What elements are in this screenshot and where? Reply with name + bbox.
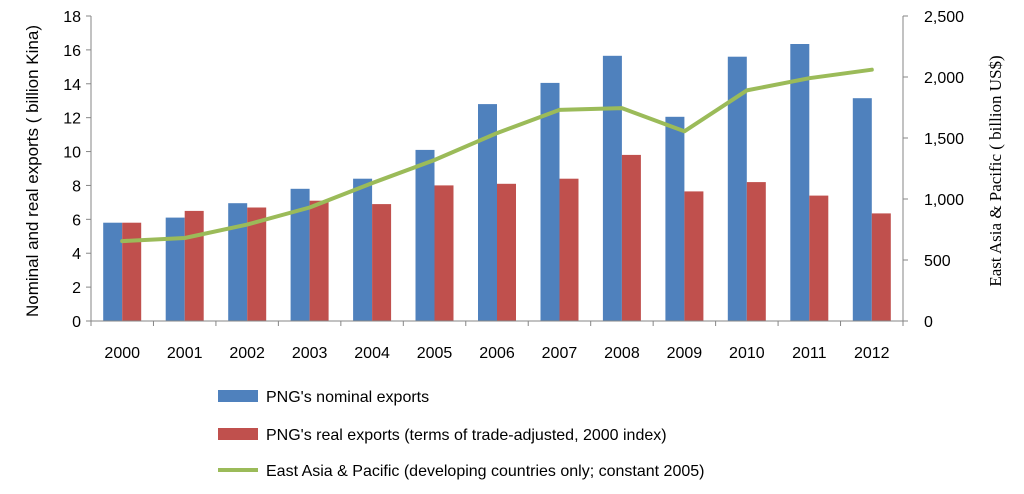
real-bar-2006 xyxy=(497,183,516,322)
legend: PNG's nominal exports PNG's real exports … xyxy=(218,389,704,480)
bar-layer xyxy=(103,44,891,322)
y-tick-label: 10 xyxy=(63,145,81,162)
y-tick-label: 18 xyxy=(63,9,81,26)
x-tick-label: 2004 xyxy=(354,345,390,362)
y2-tick-label: 500 xyxy=(924,253,951,270)
right-axis-ticks: 0 500 1,000 1,500 2,000 2,500 xyxy=(903,9,964,331)
legend-label: PNG's nominal exports xyxy=(266,389,429,406)
x-tick-label: 2000 xyxy=(104,345,140,362)
y-tick-label: 14 xyxy=(63,77,81,94)
nominal-bar-2008 xyxy=(602,55,622,322)
y-tick-label: 6 xyxy=(72,212,81,229)
real-bar-2002 xyxy=(247,207,267,321)
nominal-bar-2003 xyxy=(290,188,310,321)
y2-tick-label: 2,500 xyxy=(924,9,964,26)
y-tick-label: 8 xyxy=(72,178,81,195)
real-bar-2007 xyxy=(559,178,579,321)
y2-tick-label: 1,500 xyxy=(924,131,964,148)
y-tick-label: 4 xyxy=(72,246,81,263)
nominal-bar-2002 xyxy=(228,203,248,321)
nominal-bar-2004 xyxy=(353,178,373,321)
legend-label: PNG's real exports (terms of trade-adjus… xyxy=(266,427,667,444)
y-tick-label: 16 xyxy=(63,43,81,60)
nominal-bar-2000 xyxy=(103,222,123,321)
x-tick-label: 2010 xyxy=(729,345,765,362)
east-asia-pacific-line xyxy=(120,67,874,244)
x-tick-label: 2003 xyxy=(292,345,328,362)
real-bar-2009 xyxy=(684,191,704,321)
real-bar-2010 xyxy=(746,182,766,321)
x-tick-label: 2002 xyxy=(229,345,265,362)
y2-axis-label: East Asia & Pacific ( billion US$) xyxy=(986,55,1005,286)
real-bar-2008 xyxy=(621,154,641,321)
real-bar-2005 xyxy=(434,185,454,321)
y-tick-label: 12 xyxy=(63,111,81,128)
nominal-bar-2007 xyxy=(540,82,560,322)
legend-label: East Asia & Pacific (developing countrie… xyxy=(266,463,704,480)
nominal-bar-2005 xyxy=(415,149,435,321)
x-tick-label: 2007 xyxy=(542,345,578,362)
x-tick-label: 2011 xyxy=(792,345,827,362)
nominal-bar-2009 xyxy=(665,116,685,321)
axes-layer xyxy=(90,16,904,322)
legend-swatch xyxy=(218,390,258,402)
x-tick-label: 2008 xyxy=(604,345,640,362)
real-bar-2003 xyxy=(309,200,329,321)
y-tick-label: 2 xyxy=(72,280,81,297)
real-bar-2012 xyxy=(871,213,891,321)
x-tick-label: 2001 xyxy=(167,345,203,362)
y2-tick-label: 0 xyxy=(924,314,933,331)
real-bar-2004 xyxy=(372,204,392,321)
x-tick-label: 2006 xyxy=(479,345,515,362)
nominal-bar-2011 xyxy=(790,44,810,321)
real-bar-2001 xyxy=(184,210,204,321)
line-layer xyxy=(120,67,874,244)
legend-swatch xyxy=(218,428,258,440)
y-axis-label: Nominal and real exports ( billion Kina) xyxy=(23,25,42,317)
y2-tick-label: 2,000 xyxy=(924,70,964,87)
nominal-bar-2012 xyxy=(852,98,872,321)
x-tick-label: 2012 xyxy=(854,345,890,362)
x-tick-label: 2005 xyxy=(417,345,453,362)
nominal-bar-2001 xyxy=(165,217,185,321)
y2-tick-label: 1,000 xyxy=(924,192,964,209)
x-tick-label: 2009 xyxy=(667,345,703,362)
real-bar-2011 xyxy=(809,195,829,321)
x-axis-ticks: 2000 2001 2002 2003 2004 2005 2006 2007 2008 2009… xyxy=(90,321,904,362)
y-tick-label: 0 xyxy=(72,314,81,331)
real-bar-2000 xyxy=(122,222,142,321)
nominal-bar-2006 xyxy=(478,104,497,321)
nominal-bar-2010 xyxy=(727,56,747,321)
left-axis-ticks: 0 2 4 6 8 10 12 14 16 18 xyxy=(63,9,91,331)
